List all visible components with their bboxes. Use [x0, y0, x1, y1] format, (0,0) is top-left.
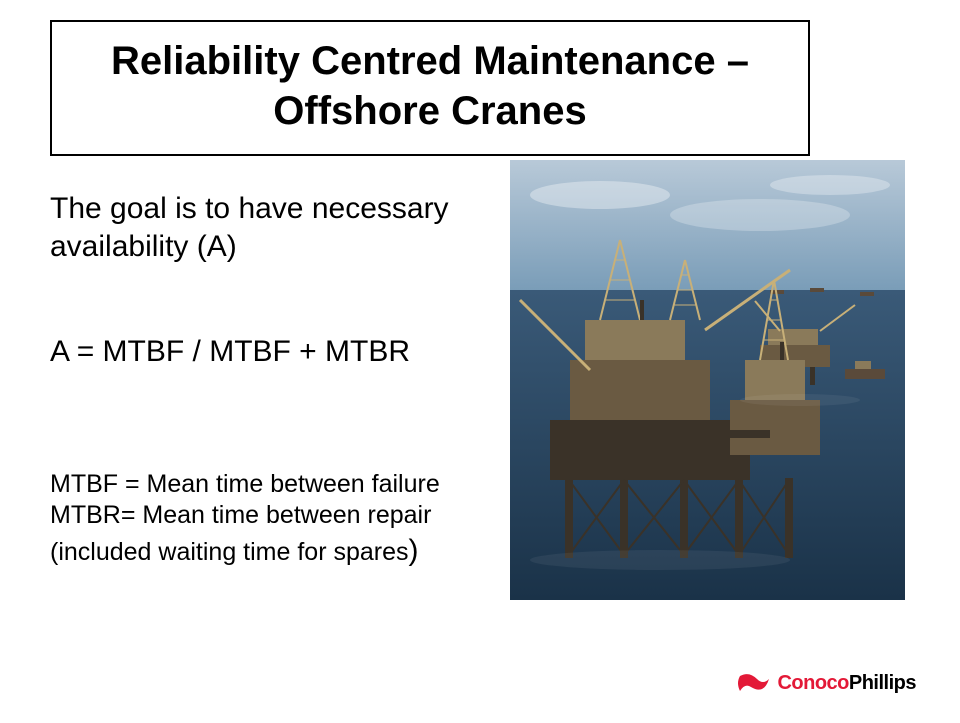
- mtbr-definition: MTBR= Mean time between repair (included…: [50, 501, 431, 565]
- close-paren: ): [409, 534, 419, 567]
- offshore-photo: [510, 160, 905, 600]
- availability-formula: A = MTBF / MTBF + MTBR: [50, 335, 490, 369]
- logo-icon: [737, 673, 771, 695]
- logo-text-phillips: Phillips: [849, 672, 916, 694]
- conocophillips-logo: ConocoPhillips: [737, 672, 916, 695]
- title-box: Reliability Centred Maintenance –Offshor…: [50, 20, 810, 156]
- definitions: MTBF = Mean time between failure MTBR= M…: [50, 469, 490, 569]
- slide: Reliability Centred Maintenance –Offshor…: [0, 0, 960, 723]
- offshore-photo-svg: [510, 160, 905, 600]
- goal-text: The goal is to have necessary availabili…: [50, 190, 490, 265]
- mtbf-definition: MTBF = Mean time between failure: [50, 470, 440, 498]
- logo-text: ConocoPhillips: [777, 672, 916, 695]
- logo-text-conoco: Conoco: [777, 672, 848, 694]
- content-area: The goal is to have necessary availabili…: [50, 190, 490, 569]
- slide-title: Reliability Centred Maintenance –Offshor…: [70, 36, 790, 136]
